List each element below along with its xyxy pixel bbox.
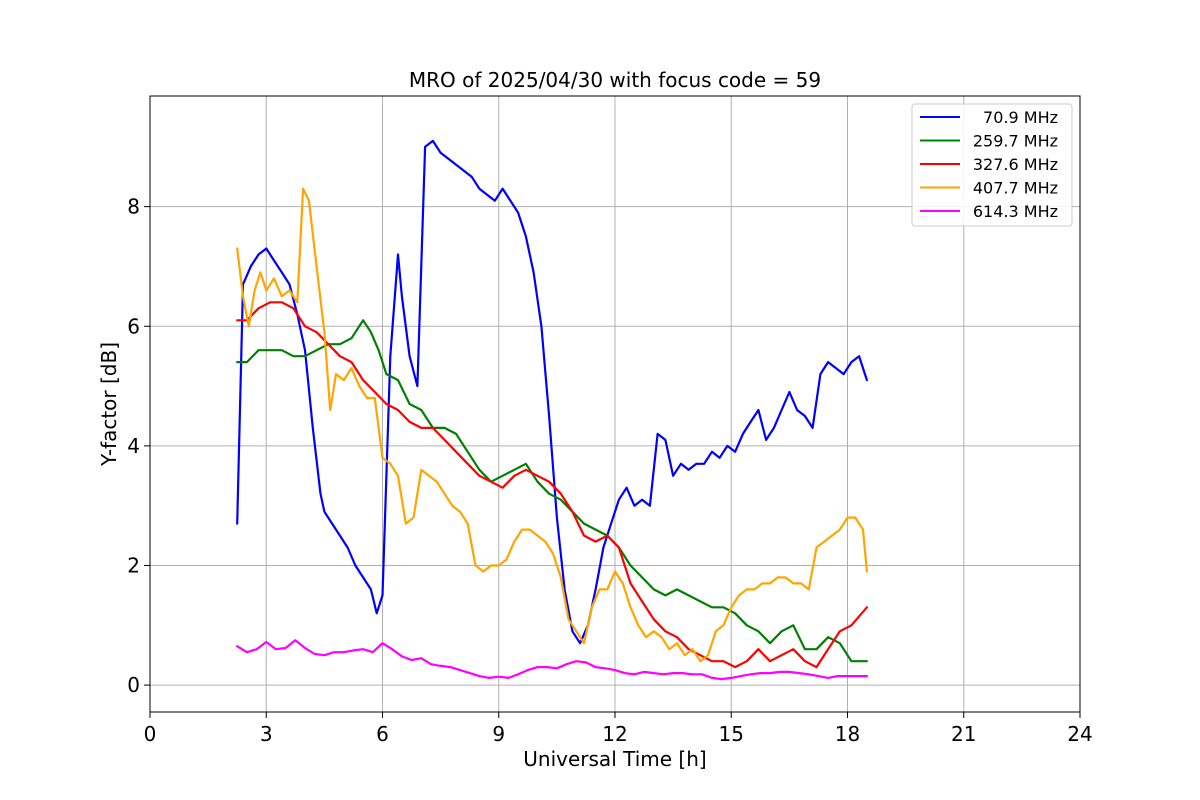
y-tick-label: 0 — [127, 673, 140, 697]
y-tick-label: 6 — [127, 314, 140, 338]
legend-label: 259.7 MHz — [973, 132, 1058, 151]
series-line-327_6-mhz — [236, 301, 869, 669]
x-tick-label: 6 — [376, 722, 389, 746]
series-layer — [236, 139, 869, 681]
y-tick-label: 8 — [127, 195, 140, 219]
series-line-407_7-mhz — [236, 187, 869, 663]
x-tick-label: 24 — [1067, 722, 1092, 746]
y-axis-title: Y-factor [dB] — [97, 342, 121, 467]
legend: 70.9 MHz 259.7 MHz 327.6 MHz 407.7 MHz 614.3… — [911, 103, 1073, 227]
x-axis-title: Universal Time [h] — [523, 747, 706, 771]
y-tick-label: 2 — [127, 553, 140, 577]
legend-label: 327.6 MHz — [973, 155, 1058, 174]
x-tick-label: 21 — [951, 722, 976, 746]
x-tick-label: 0 — [144, 722, 157, 746]
x-tick-label: 12 — [602, 722, 627, 746]
x-tick-label: 9 — [492, 722, 505, 746]
y-tick-label: 4 — [127, 434, 140, 458]
legend-frame — [911, 103, 1073, 227]
chart-title: MRO of 2025/04/30 with focus code = 59 — [409, 68, 821, 92]
series-line-259_7-mhz — [236, 319, 869, 663]
legend-label: 614.3 MHz — [973, 202, 1058, 221]
series-line-614_3-mhz — [236, 639, 869, 681]
x-tick-label: 18 — [835, 722, 860, 746]
series-line-70_9-mhz — [236, 139, 869, 645]
legend-label: 70.9 MHz — [983, 108, 1058, 127]
legend-label: 407.7 MHz — [973, 179, 1058, 198]
x-tick-label: 15 — [719, 722, 744, 746]
x-tick-label: 3 — [260, 722, 273, 746]
